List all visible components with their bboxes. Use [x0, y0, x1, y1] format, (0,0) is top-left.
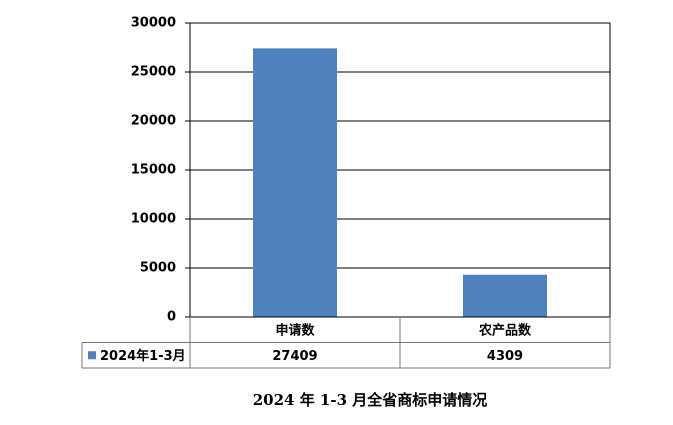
y-tick-label: 30000	[131, 16, 176, 31]
chart-title: 2024 年 1-3 月全省商标申请情况	[253, 391, 488, 409]
bar	[463, 274, 547, 317]
y-tick-label: 0	[167, 310, 176, 325]
x-tick-label: 申请数	[275, 322, 315, 338]
table-value: 27409	[272, 349, 317, 364]
legend-label: 2024年1-3月	[100, 348, 186, 364]
y-tick-label: 20000	[131, 114, 176, 129]
y-tick-label: 5000	[140, 261, 176, 276]
bar	[253, 48, 337, 318]
y-tick-label: 10000	[131, 212, 176, 227]
y-tick-label: 25000	[131, 65, 176, 80]
x-tick-label: 农产品数	[478, 322, 532, 338]
y-tick-label: 15000	[131, 163, 176, 178]
legend-swatch	[88, 351, 96, 360]
table-value: 4309	[487, 349, 523, 364]
